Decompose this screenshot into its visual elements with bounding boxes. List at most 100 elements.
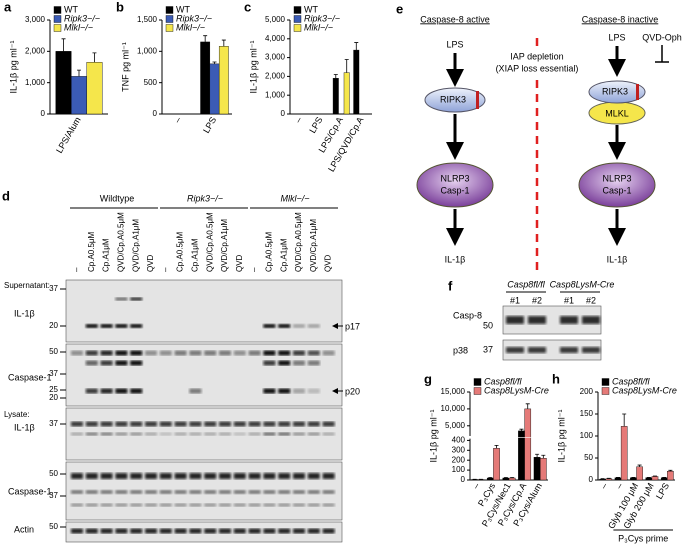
row-label: Casp-8: [453, 310, 482, 320]
node-label: Casp-1: [440, 185, 469, 195]
panel-label: h: [552, 371, 560, 386]
band: [307, 360, 320, 366]
bar: [599, 478, 606, 481]
marker-label: 37: [49, 419, 58, 428]
band: [85, 388, 98, 394]
band: [130, 490, 143, 494]
x-tick-label: –: [598, 481, 609, 490]
legend-label: Casp8LysM-Cre: [612, 385, 677, 395]
band: [145, 528, 157, 534]
band: [159, 350, 172, 356]
error-bar: [637, 464, 642, 467]
bar: [630, 477, 637, 481]
band: [219, 432, 231, 436]
panel-label: g: [424, 371, 432, 386]
band: [322, 490, 335, 494]
band: [248, 432, 261, 436]
bar: [209, 63, 220, 115]
y-axis-label: TNF pg ml⁻¹: [120, 42, 130, 92]
bar: [620, 426, 628, 481]
band: [145, 421, 157, 427]
band: [263, 473, 276, 479]
y-tick-label: 150: [580, 409, 594, 418]
band: [115, 528, 128, 534]
band: [219, 503, 231, 507]
band: [293, 350, 305, 356]
band: [263, 421, 276, 427]
node-label: LPS: [446, 39, 463, 49]
node: [416, 162, 494, 208]
band: [85, 503, 98, 507]
node-label: NLRP3: [602, 173, 631, 183]
band: [204, 490, 217, 494]
band: [174, 473, 187, 479]
node-label: Casp-1: [602, 185, 631, 195]
lane-label: QVD: [146, 254, 155, 272]
node: [588, 80, 646, 104]
band: [293, 490, 305, 494]
y-tick-label: 400: [452, 436, 466, 445]
marker-label: 50: [49, 522, 58, 531]
legend-swatch: [53, 15, 62, 23]
node-label: IL-1β: [607, 254, 628, 264]
marker-label: 50: [483, 320, 493, 330]
band: [219, 421, 231, 427]
group-label: Wildtype: [100, 193, 135, 203]
bar: [636, 466, 643, 481]
y-tick-label: 100: [580, 431, 594, 440]
y-axis-label: IL-1β pg ml⁻¹: [428, 410, 438, 463]
marker-label: 37: [49, 491, 58, 500]
row-label: Supernatant:: [4, 281, 50, 290]
arrow-label: p17: [345, 321, 360, 331]
band: [115, 297, 128, 301]
group-label: Ripk3−/−: [187, 193, 223, 203]
lane-label: Cp.A0.5μM: [87, 231, 96, 272]
band: [307, 432, 320, 436]
y-tick-label: 15,000: [441, 387, 466, 396]
band: [145, 432, 157, 436]
band: [219, 473, 231, 479]
band: [307, 350, 320, 356]
y-tick-label: 0: [41, 109, 46, 118]
y-tick-label: 0: [461, 475, 466, 484]
band: [278, 421, 291, 427]
band: [248, 503, 261, 507]
band: [71, 503, 83, 507]
band: [100, 360, 113, 366]
band: [100, 473, 113, 479]
band: [293, 528, 305, 534]
node-label: RIPK3: [602, 86, 628, 96]
band: [307, 421, 320, 427]
band: [278, 360, 291, 366]
lane-label: QVD: [235, 254, 244, 272]
band: [159, 421, 172, 427]
band: [145, 473, 157, 479]
error-bar: [494, 444, 499, 449]
x-tick-label: –: [293, 115, 304, 124]
lane-label: –: [250, 267, 259, 272]
lane-label: –: [72, 267, 81, 272]
band: [71, 490, 83, 494]
bar: [218, 46, 229, 115]
band: [130, 421, 143, 427]
mark: [636, 84, 639, 100]
y-tick-label: 200: [452, 455, 466, 464]
error-bar: [212, 61, 217, 64]
bar: [200, 41, 211, 115]
y-tick-label: 1,000: [265, 90, 286, 99]
band: [71, 473, 83, 479]
lane-label: QVD/Cp.A1μM: [309, 219, 318, 272]
band: [189, 490, 202, 494]
lane-label: #1: [510, 295, 520, 305]
legend-label: WT: [304, 4, 318, 14]
band: [204, 432, 217, 436]
band: [307, 503, 320, 507]
band: [204, 528, 217, 534]
band: [248, 528, 261, 534]
row-label: Lysate:: [4, 410, 30, 419]
bar: [645, 477, 653, 481]
band: [278, 528, 291, 534]
row-label: p38: [453, 345, 468, 355]
band: [71, 528, 83, 534]
node-label: LPS: [608, 32, 625, 42]
